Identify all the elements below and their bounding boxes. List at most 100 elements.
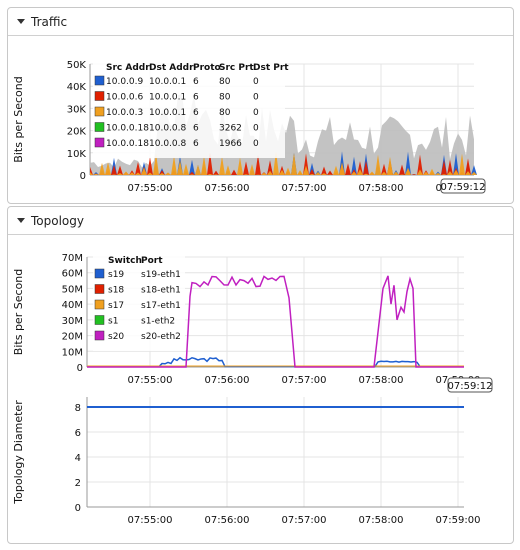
legend-cell: 0	[253, 139, 259, 149]
legend-cell: s17-eth1	[141, 301, 181, 311]
legend-header: Src Addr	[106, 63, 150, 73]
y-tick-label: 2	[75, 478, 81, 489]
legend-cell: s20-eth2	[141, 332, 181, 342]
legend-header: Src Prt	[219, 63, 254, 73]
y-tick-label: 4	[75, 453, 81, 464]
legend-swatch	[94, 315, 105, 325]
topology-panel-title: Topology	[31, 213, 84, 228]
legend-cell: s17	[108, 301, 124, 311]
legend-swatch	[94, 284, 105, 294]
legend-cell: 6	[193, 139, 199, 149]
y-tick-label: 30M	[62, 316, 83, 327]
legend-swatch	[94, 122, 105, 132]
legend-box	[93, 253, 185, 351]
y-tick-label: 30K	[67, 104, 87, 115]
time-cursor-label: 07:59:12	[440, 178, 486, 194]
y-tick-label: 40K	[67, 82, 87, 93]
traffic-panel: Traffic 0 10K 20K 30K 40K 50K 07:55:00 07:56:00…	[7, 7, 514, 204]
legend-header: Port	[141, 256, 163, 266]
traffic-chart[interactable]: 0 10K 20K 30K 40K 50K 07:55:00 07:56:00 07:57:00…	[8, 36, 513, 203]
series-line-s19	[87, 356, 462, 368]
legend-swatch	[94, 106, 105, 117]
legend-cell: 6	[193, 124, 199, 134]
y-tick-label: 10M	[62, 347, 83, 358]
legend-cell: s18-eth1	[141, 286, 181, 296]
topology-panel: Topology 0 10M 20M 30M 40M 50M 60M 70M 07:55:00 0…	[7, 206, 514, 544]
legend-cell: 10.0.0.1	[149, 108, 186, 118]
legend-cell: s19-eth1	[141, 270, 181, 280]
legend-box	[93, 60, 285, 158]
traffic-panel-header[interactable]: Traffic	[8, 8, 513, 36]
legend-swatch	[94, 330, 105, 341]
legend-cell: 6	[193, 93, 199, 103]
x-tick-label: 07:56:00	[205, 515, 250, 526]
y-tick-label: 60M	[62, 269, 83, 280]
y-tick-label: 50M	[62, 284, 83, 295]
legend-cell: s1-eth2	[141, 317, 175, 327]
legend-cell: s1	[108, 317, 118, 327]
legend-swatch	[94, 137, 105, 148]
legend-cell: 0	[253, 77, 259, 87]
x-tick-label: 07:57:00	[282, 375, 327, 386]
x-tick-label: 07:56:00	[205, 375, 250, 386]
legend-swatch	[94, 91, 105, 101]
y-tick-label: 20K	[67, 127, 87, 138]
legend-header: Dst Prt	[253, 63, 289, 73]
legend-header: Proto	[193, 63, 221, 73]
legend-cell: 10.0.0.6	[106, 93, 143, 103]
time-cursor-label: 07:59:12	[447, 377, 493, 393]
topology-panel-header[interactable]: Topology	[8, 207, 513, 235]
topology-charts[interactable]: 0 10M 20M 30M 40M 50M 60M 70M 07:55:00 07:56:00 07…	[8, 235, 513, 543]
legend-cell: 0	[253, 108, 259, 118]
legend-swatch	[94, 75, 105, 86]
legend-cell: 80	[219, 108, 231, 118]
x-tick-label: 07:55:00	[128, 515, 173, 526]
y-axis-label: Topology Diameter	[12, 400, 25, 505]
collapse-triangle-icon[interactable]	[17, 19, 25, 24]
legend-cell: 0	[253, 124, 259, 134]
legend-cell: 10.0.0.18	[106, 139, 149, 149]
y-tick-label: 0	[77, 363, 83, 374]
cursor-label-text: 07:59:12	[448, 381, 493, 392]
x-tick-label: 07:55:00	[128, 183, 173, 194]
legend-cell: 10.0.0.1	[149, 77, 186, 87]
cursor-label-box	[440, 178, 486, 194]
orange-flow-spikes	[90, 151, 477, 175]
legend-cell: s19	[108, 270, 124, 280]
blue-flow-spikes	[90, 151, 477, 175]
collapse-triangle-icon[interactable]	[17, 218, 25, 223]
y-tick-label: 6	[75, 428, 81, 439]
cursor-label-box	[447, 377, 493, 393]
legend-cell: 3262	[219, 124, 242, 134]
legend-cell: 10.0.0.1	[149, 93, 186, 103]
x-tick-label: 07:58:00	[359, 375, 404, 386]
legend-swatch	[94, 299, 105, 310]
x-tick-label: 07:59:00	[436, 515, 481, 526]
traffic-panel-title: Traffic	[31, 14, 68, 29]
y-tick-label: 8	[75, 403, 81, 414]
x-tick-label: 07:58:00	[359, 515, 404, 526]
x-tick-label: 07:56:00	[205, 183, 250, 194]
y-tick-label: 70M	[62, 253, 83, 264]
legend-cell: s20	[108, 332, 124, 342]
legend-cell: 0	[253, 93, 259, 103]
legend-cell: 10.0.0.8	[149, 139, 186, 149]
legend-cell: s18	[108, 286, 124, 296]
x-tick-label: 07:57:00	[282, 515, 327, 526]
y-tick-label: 0	[75, 503, 81, 514]
legend-cell: 10.0.0.8	[149, 124, 186, 134]
x-tick-label: 07:55:00	[128, 375, 173, 386]
legend-cell: 1966	[219, 139, 242, 149]
legend-header: Dst Addr	[149, 63, 194, 73]
y-tick-label: 50K	[67, 60, 87, 71]
y-axis-label: Bits per Second	[12, 269, 25, 355]
legend-header: Switch	[108, 256, 142, 266]
y-tick-label: 40M	[62, 300, 83, 311]
y-tick-label: 20M	[62, 332, 83, 343]
series-line-s20	[87, 275, 464, 368]
x-tick-label: 07:57:00	[282, 183, 327, 194]
legend-cell: 80	[219, 77, 231, 87]
legend-cell: 10.0.0.3	[106, 108, 143, 118]
x-tick-label: 07:58:00	[359, 183, 404, 194]
legend-cell: 10.0.0.18	[106, 124, 149, 134]
